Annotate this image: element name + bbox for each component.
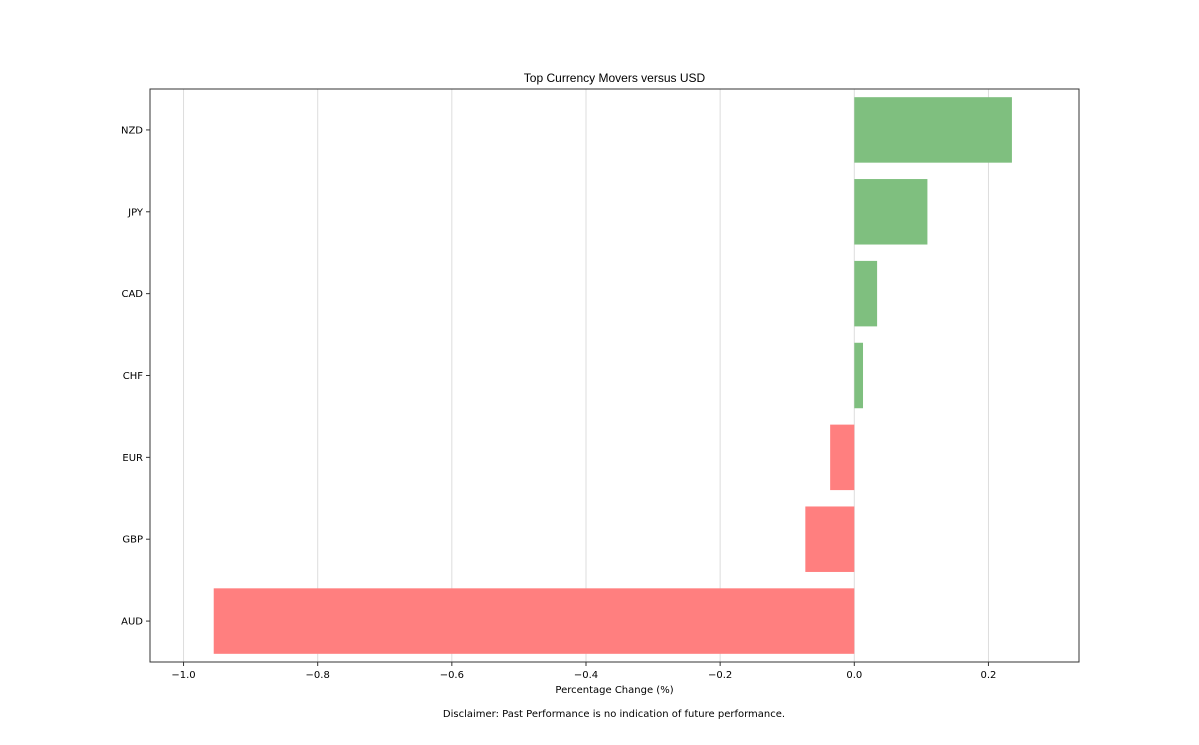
x-tick-label: −1.0 <box>171 670 195 681</box>
y-tick-label-chf: CHF <box>123 371 144 382</box>
y-tick-label-aud: AUD <box>121 617 143 628</box>
x-tick-label: 0.0 <box>846 670 862 681</box>
x-tick-label: −0.8 <box>306 670 330 681</box>
y-tick-label-jpy: JPY <box>127 207 144 218</box>
x-tick-label: −0.4 <box>574 670 598 681</box>
y-tick-label-cad: CAD <box>121 289 143 300</box>
bar-eur <box>830 424 855 491</box>
gridlines <box>183 89 989 662</box>
bar-cad <box>854 260 878 327</box>
bar-jpy <box>854 179 928 245</box>
disclaimer-text: Disclaimer: Past Performance is no indic… <box>443 709 785 720</box>
bar-aud <box>213 588 855 654</box>
bar-nzd <box>854 97 1012 163</box>
y-tick-label-nzd: NZD <box>121 125 143 136</box>
x-axis-label: Percentage Change (%) <box>555 685 673 696</box>
bar-gbp <box>805 506 855 572</box>
y-tick-label-gbp: GBP <box>122 535 143 546</box>
plot-area-frame <box>149 88 1080 663</box>
bar-chf <box>854 342 864 409</box>
x-tick-label: −0.2 <box>708 670 732 681</box>
chart-title: Top Currency Movers versus USD <box>524 71 706 85</box>
x-tick-label: −0.6 <box>440 670 464 681</box>
y-tick-label-eur: EUR <box>122 453 143 464</box>
bars <box>213 97 1012 654</box>
x-tick-label: 0.2 <box>980 670 996 681</box>
axis-ticks: −1.0 −0.8 −0.6 −0.4 −0.2 0.0 0.2 NZD JPY CAD CHF EU… <box>121 125 996 681</box>
